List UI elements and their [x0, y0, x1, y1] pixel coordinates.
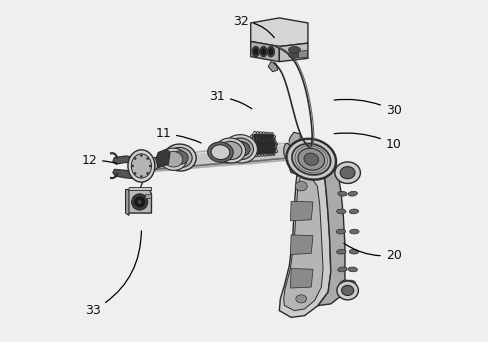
Ellipse shape [160, 148, 187, 170]
Ellipse shape [338, 267, 347, 272]
Polygon shape [279, 43, 308, 62]
Polygon shape [290, 162, 301, 174]
Ellipse shape [344, 285, 349, 294]
Ellipse shape [288, 47, 301, 53]
Ellipse shape [208, 142, 233, 162]
Ellipse shape [348, 191, 357, 196]
Ellipse shape [134, 158, 136, 160]
Ellipse shape [231, 141, 250, 156]
Ellipse shape [224, 135, 258, 163]
Polygon shape [284, 174, 323, 311]
Ellipse shape [172, 151, 188, 164]
Polygon shape [251, 18, 308, 47]
Polygon shape [156, 149, 170, 168]
Ellipse shape [337, 281, 358, 300]
Ellipse shape [337, 249, 346, 254]
Ellipse shape [132, 194, 148, 210]
Polygon shape [268, 62, 278, 72]
Ellipse shape [146, 158, 148, 160]
Ellipse shape [149, 165, 151, 167]
Polygon shape [251, 41, 279, 62]
Polygon shape [290, 201, 313, 221]
Text: 33: 33 [85, 231, 142, 317]
Polygon shape [318, 168, 345, 306]
Polygon shape [290, 235, 313, 254]
Ellipse shape [340, 167, 355, 179]
Text: 11: 11 [155, 128, 201, 143]
Ellipse shape [338, 191, 347, 196]
Ellipse shape [342, 171, 351, 176]
Polygon shape [155, 143, 288, 169]
Ellipse shape [344, 287, 353, 292]
Polygon shape [113, 169, 138, 179]
Ellipse shape [262, 49, 265, 55]
Ellipse shape [349, 229, 359, 234]
Ellipse shape [304, 153, 319, 166]
Ellipse shape [349, 209, 359, 214]
Ellipse shape [219, 141, 242, 160]
Text: 30: 30 [334, 100, 402, 117]
Text: 20: 20 [344, 243, 402, 262]
Ellipse shape [135, 197, 145, 207]
Ellipse shape [340, 280, 349, 285]
Ellipse shape [349, 249, 359, 254]
Ellipse shape [296, 295, 306, 303]
Ellipse shape [286, 139, 336, 180]
Ellipse shape [128, 150, 155, 182]
Ellipse shape [295, 181, 307, 191]
Ellipse shape [164, 144, 196, 171]
Ellipse shape [346, 280, 356, 285]
Text: 10: 10 [334, 133, 402, 150]
Ellipse shape [346, 178, 356, 183]
Polygon shape [299, 51, 307, 58]
Polygon shape [279, 162, 331, 317]
Ellipse shape [215, 138, 245, 163]
Ellipse shape [141, 175, 142, 177]
Ellipse shape [260, 46, 267, 57]
Ellipse shape [288, 52, 301, 58]
Ellipse shape [252, 46, 260, 57]
Ellipse shape [298, 148, 325, 170]
Ellipse shape [211, 145, 230, 160]
Bar [145, 194, 151, 198]
Polygon shape [125, 189, 129, 215]
Ellipse shape [134, 172, 136, 174]
Ellipse shape [141, 155, 142, 157]
Polygon shape [288, 132, 301, 149]
Ellipse shape [342, 285, 354, 295]
Ellipse shape [335, 162, 361, 183]
Ellipse shape [164, 152, 183, 167]
Ellipse shape [131, 154, 151, 178]
Ellipse shape [346, 169, 351, 178]
Text: 12: 12 [81, 154, 117, 167]
Ellipse shape [284, 143, 290, 158]
Polygon shape [128, 187, 151, 189]
Ellipse shape [267, 46, 275, 57]
Ellipse shape [132, 165, 134, 167]
Ellipse shape [292, 144, 330, 175]
Ellipse shape [336, 229, 346, 234]
Ellipse shape [340, 178, 349, 183]
Ellipse shape [269, 49, 273, 55]
Ellipse shape [254, 49, 258, 55]
Polygon shape [290, 268, 313, 288]
Text: 31: 31 [209, 91, 252, 109]
Ellipse shape [168, 147, 192, 168]
Text: 32: 32 [233, 15, 274, 38]
Polygon shape [113, 156, 138, 164]
Ellipse shape [151, 158, 158, 170]
Ellipse shape [337, 209, 346, 214]
Ellipse shape [146, 172, 148, 174]
Ellipse shape [137, 200, 142, 204]
Polygon shape [125, 189, 151, 213]
Ellipse shape [348, 267, 358, 272]
Ellipse shape [228, 138, 253, 160]
